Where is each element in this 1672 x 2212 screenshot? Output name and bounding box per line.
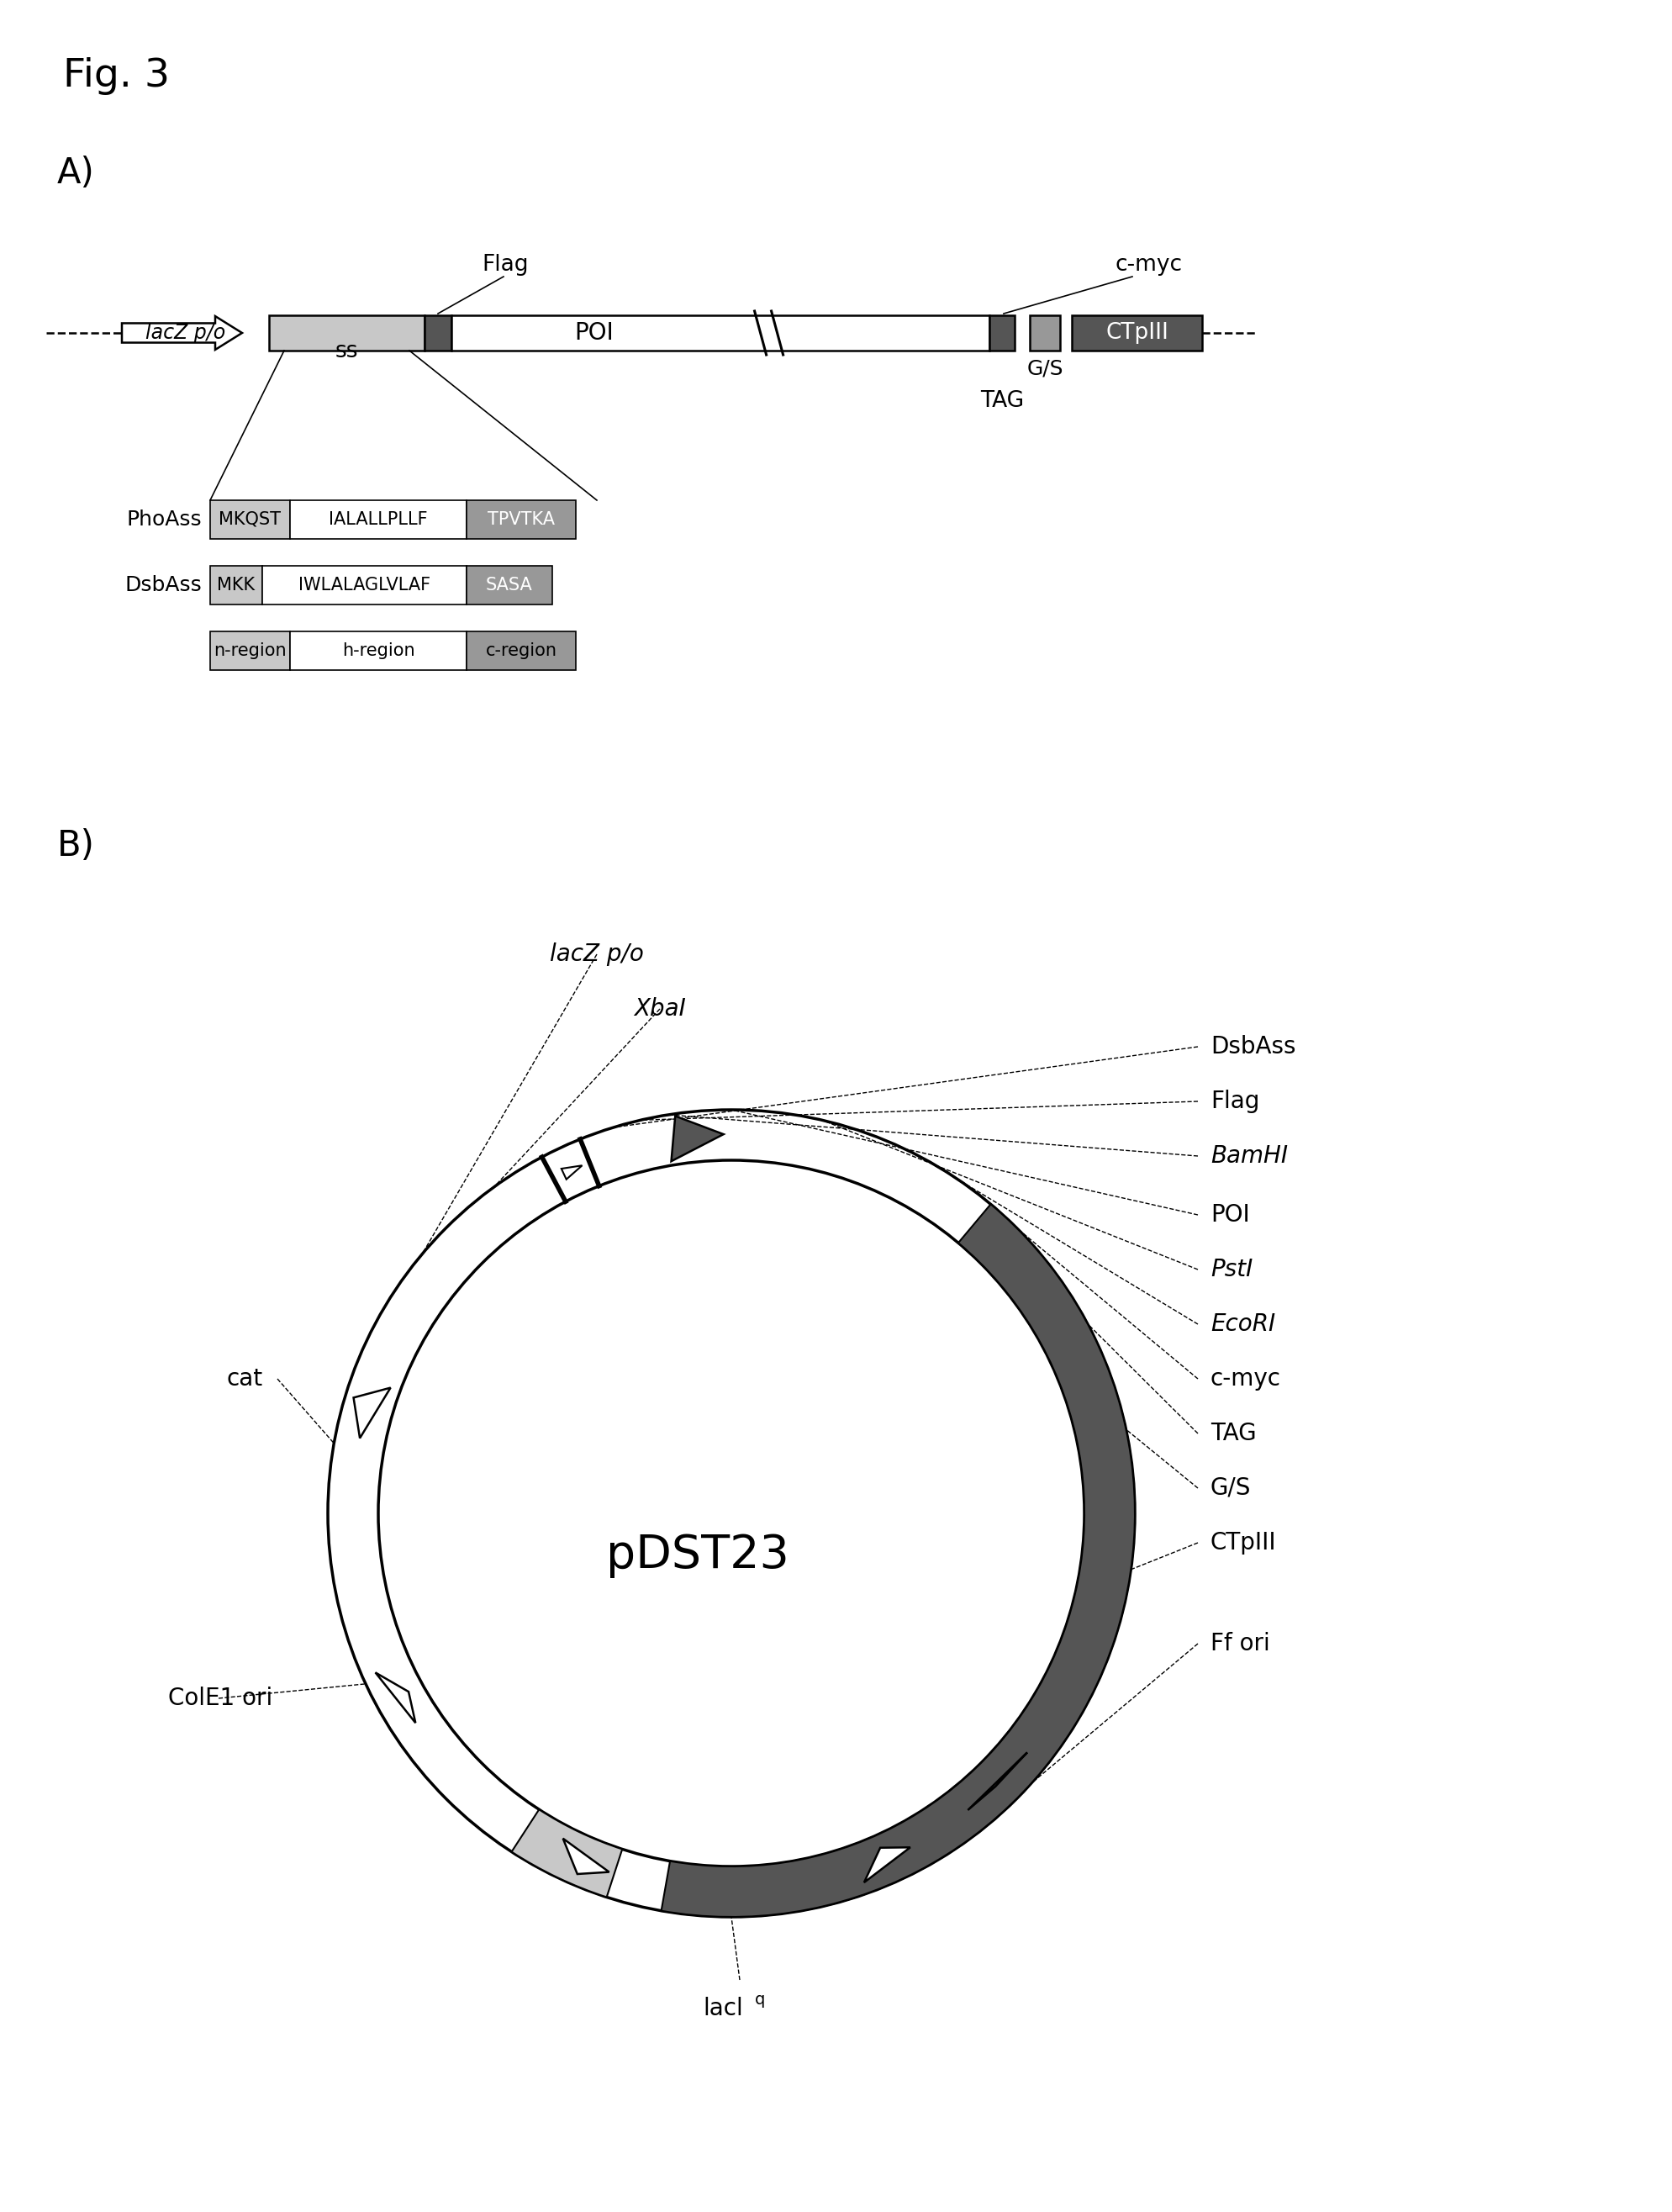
Text: G/S: G/S: [1211, 1475, 1251, 1500]
Text: c-region: c-region: [485, 641, 557, 659]
Text: TAG: TAG: [1211, 1422, 1256, 1444]
Text: G/S: G/S: [1027, 358, 1063, 378]
Text: CTpIII: CTpIII: [1211, 1531, 1277, 1555]
Text: B): B): [57, 827, 95, 863]
Bar: [269, 316, 425, 349]
Bar: [466, 566, 552, 604]
Text: h-region: h-region: [341, 641, 415, 659]
Text: POI: POI: [575, 321, 614, 345]
Text: DsbAss: DsbAss: [1211, 1035, 1296, 1060]
Text: PhoAss: PhoAss: [127, 509, 202, 529]
Circle shape: [328, 1110, 1135, 1918]
Text: Fig. 3: Fig. 3: [64, 58, 171, 95]
Text: Flag: Flag: [482, 254, 528, 276]
Polygon shape: [983, 1752, 1027, 1796]
Polygon shape: [670, 1117, 724, 1161]
Text: ss: ss: [334, 341, 358, 363]
Text: ColE1 ori: ColE1 ori: [169, 1686, 273, 1710]
Text: q: q: [754, 1991, 766, 2008]
Text: pDST23: pDST23: [607, 1533, 789, 1577]
Text: MKK: MKK: [217, 577, 256, 593]
FancyArrow shape: [122, 316, 242, 349]
Text: EcoRI: EcoRI: [1211, 1312, 1276, 1336]
Polygon shape: [562, 1166, 582, 1179]
Polygon shape: [864, 1847, 910, 1882]
Bar: [466, 500, 575, 540]
Bar: [211, 500, 289, 540]
Text: A): A): [57, 155, 95, 190]
Bar: [425, 316, 451, 349]
Text: SASA: SASA: [487, 577, 533, 593]
Text: Flag: Flag: [1211, 1091, 1259, 1113]
Text: MKQST: MKQST: [219, 511, 281, 529]
Bar: [263, 566, 466, 604]
Text: Ff ori: Ff ori: [1211, 1632, 1271, 1655]
Bar: [466, 630, 575, 670]
Text: TAG: TAG: [980, 389, 1023, 411]
Text: IALALLPLLF: IALALLPLLF: [329, 511, 428, 529]
Polygon shape: [563, 1838, 609, 1874]
Text: c-myc: c-myc: [1211, 1367, 1281, 1391]
Text: POI: POI: [1211, 1203, 1249, 1228]
Text: lacl: lacl: [702, 1997, 742, 2020]
Text: DsbAss: DsbAss: [125, 575, 202, 595]
Text: BamHI: BamHI: [1211, 1144, 1287, 1168]
Bar: [1072, 316, 1202, 349]
Text: c-myc: c-myc: [1115, 254, 1182, 276]
Text: lacZ p/o: lacZ p/o: [550, 942, 644, 967]
Circle shape: [378, 1161, 1085, 1867]
Bar: [1030, 316, 1060, 349]
Bar: [289, 500, 466, 540]
Text: XbaI: XbaI: [634, 998, 686, 1020]
Wedge shape: [660, 1203, 1135, 1918]
Wedge shape: [512, 1809, 622, 1898]
Polygon shape: [968, 1754, 1027, 1809]
Text: CTpIII: CTpIII: [1105, 323, 1169, 343]
Bar: [990, 316, 1015, 349]
Bar: [289, 630, 466, 670]
Text: cat: cat: [227, 1367, 263, 1391]
Bar: [211, 566, 263, 604]
Bar: [211, 630, 289, 670]
Text: IWLALAGLVLAF: IWLALAGLVLAF: [298, 577, 430, 593]
Text: TPVTKA: TPVTKA: [488, 511, 555, 529]
Polygon shape: [376, 1672, 416, 1723]
Text: n-region: n-region: [214, 641, 286, 659]
Polygon shape: [353, 1387, 391, 1438]
Text: PstI: PstI: [1211, 1259, 1252, 1281]
Text: lacZ p/o: lacZ p/o: [145, 323, 226, 343]
Bar: [451, 316, 990, 349]
